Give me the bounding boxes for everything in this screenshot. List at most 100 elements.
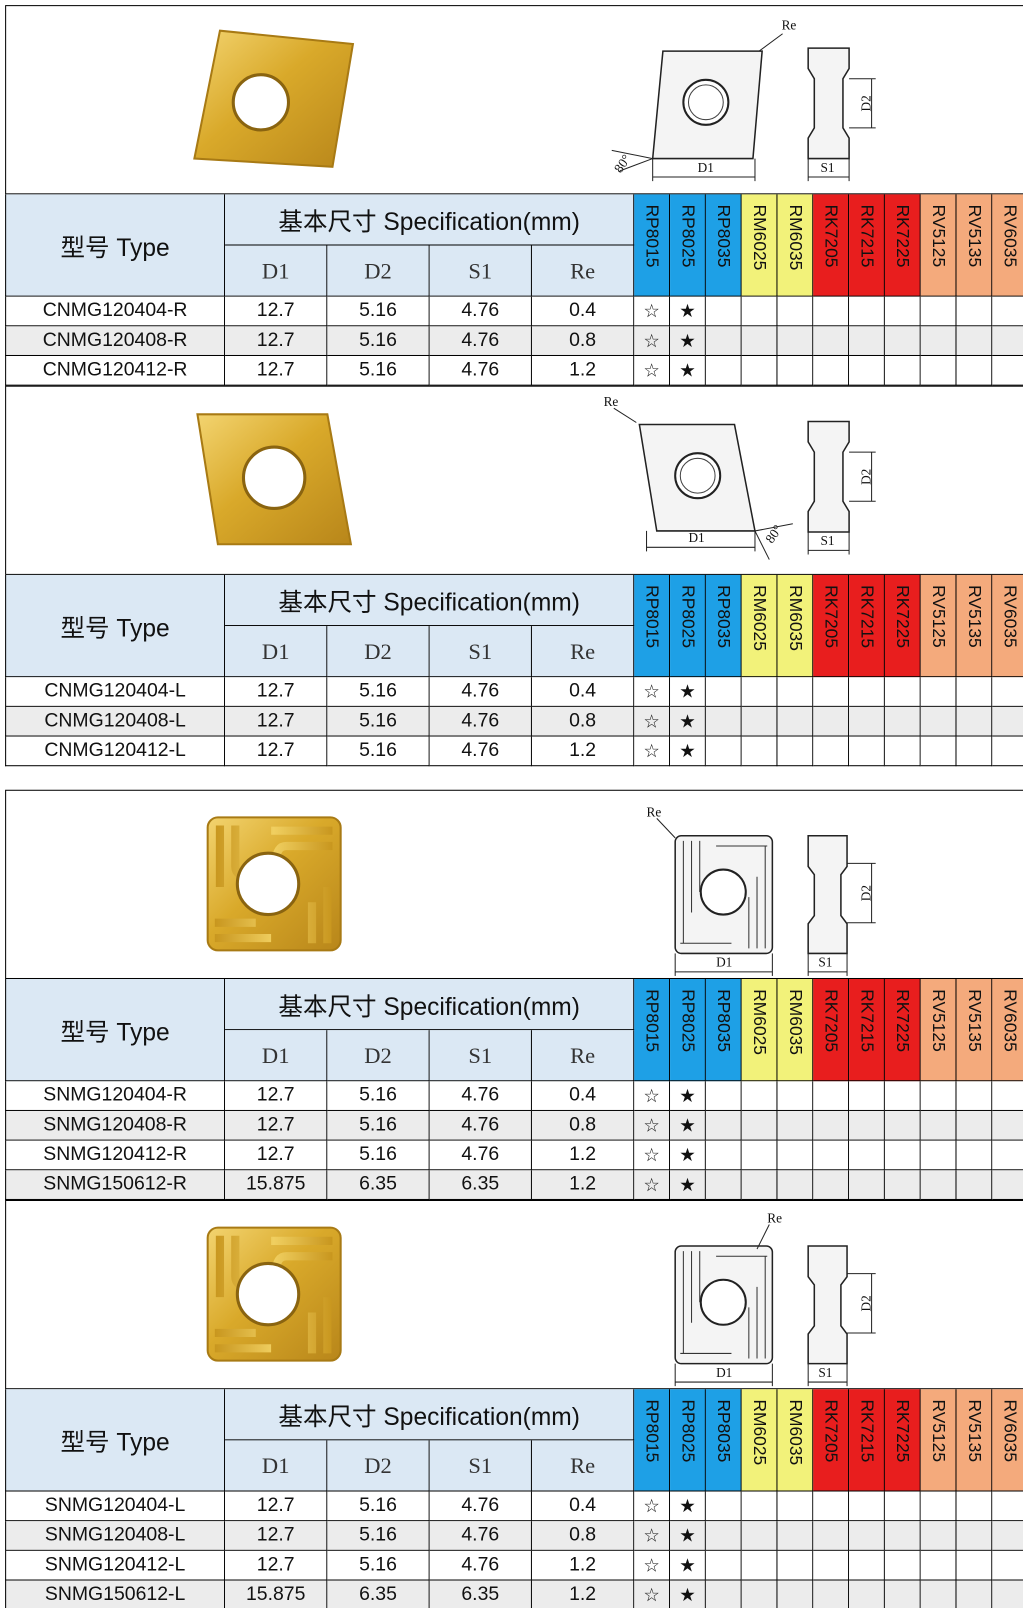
grade-cell <box>884 296 921 327</box>
dim-cell: 12.7 <box>225 1491 328 1522</box>
hole <box>699 1278 747 1326</box>
dim-cell: 5.16 <box>327 1140 430 1171</box>
grade-cell <box>813 677 850 707</box>
grade-cell <box>777 736 814 767</box>
grade-cell <box>992 706 1023 737</box>
type-cell: SNMG120404-L <box>5 1491 226 1522</box>
grade-cell <box>849 1550 885 1581</box>
grade-cell <box>920 356 957 386</box>
grade-cell <box>992 1550 1023 1581</box>
insert-hole <box>235 1261 301 1327</box>
hole <box>682 78 730 126</box>
grade-cell: ★ <box>670 677 706 707</box>
drawing-line <box>613 407 637 423</box>
dim-cell: 1.2 <box>531 1580 635 1608</box>
hole-inner <box>679 457 716 494</box>
grade-cell <box>849 736 885 767</box>
grade-cell <box>813 1081 850 1111</box>
grade-header: RP8025 <box>670 1389 706 1492</box>
dim-cell: 4.76 <box>429 1140 532 1171</box>
insert-hole <box>235 851 301 917</box>
grade-cell <box>741 706 778 737</box>
grade-cell <box>741 1491 778 1522</box>
grade-cell <box>992 1081 1023 1111</box>
grade-cell <box>777 1110 814 1141</box>
grade-header: RK7205 <box>813 574 850 678</box>
drawing-line <box>754 530 770 560</box>
grade-cell <box>741 736 778 767</box>
grade-cell <box>849 1140 885 1171</box>
grade-header: RV5125 <box>920 1389 957 1492</box>
type-header: 型号 Type <box>5 979 226 1082</box>
type-header: 型号 Type <box>5 574 226 678</box>
grade-cell <box>884 1491 921 1522</box>
grade-header: RP8035 <box>705 979 742 1082</box>
label-s1: S1 <box>820 160 834 175</box>
grade-cell <box>705 1521 742 1551</box>
dim-cell: 1.2 <box>531 1170 635 1200</box>
spec-header: 基本尺寸 Specification(mm) <box>225 1389 635 1441</box>
dim-cell: 1.2 <box>531 1550 635 1581</box>
dim-cell: 6.35 <box>429 1580 532 1608</box>
dim-cell: 0.8 <box>531 1521 635 1551</box>
grade-cell <box>884 1550 921 1581</box>
dim-cell: 6.35 <box>327 1170 430 1200</box>
dim-cell: 12.7 <box>225 1521 328 1551</box>
label-d1: D1 <box>716 955 732 970</box>
grade-header: RP8015 <box>634 194 671 297</box>
dim-cell: 12.7 <box>225 356 328 386</box>
dim-cell: 12.7 <box>225 1081 328 1111</box>
grade-cell <box>884 736 921 767</box>
grade-header: RM6035 <box>777 194 814 297</box>
label-s1: S1 <box>820 533 834 548</box>
dim-cell: 15.875 <box>225 1580 328 1608</box>
grade-cell <box>956 1110 993 1141</box>
dim-cell: 4.76 <box>429 706 532 737</box>
grade-cell <box>884 1140 921 1171</box>
label-d2: D2 <box>859 1295 874 1311</box>
grade-header: RM6035 <box>777 979 814 1082</box>
grade-cell <box>884 706 921 737</box>
grade-cell <box>777 1521 814 1551</box>
dim-header: Re <box>531 245 635 297</box>
dim-cell: 4.76 <box>429 1491 532 1522</box>
dim-header: D2 <box>327 1440 430 1492</box>
grade-cell <box>705 1110 742 1141</box>
grade-header: RK7225 <box>884 1389 921 1492</box>
dim-cell: 5.16 <box>327 1081 430 1111</box>
grade-cell <box>920 706 957 737</box>
grade-cell <box>884 1170 921 1200</box>
grade-cell <box>920 736 957 767</box>
dim-cell: 12.7 <box>225 706 328 737</box>
dim-cell: 0.8 <box>531 706 635 737</box>
dim-cell: 5.16 <box>327 1110 430 1141</box>
hole <box>674 452 722 500</box>
grade-cell <box>849 706 885 737</box>
grade-cell <box>884 1081 921 1111</box>
grade-cell: ☆ <box>634 1580 671 1608</box>
grade-header: RK7215 <box>849 979 885 1082</box>
grade-cell <box>777 1140 814 1171</box>
grade-cell: ★ <box>670 1081 706 1111</box>
drawing-line <box>619 158 653 172</box>
dim-header: S1 <box>429 1440 532 1492</box>
dim-header: S1 <box>429 245 532 297</box>
grade-header: RK7215 <box>849 194 885 297</box>
grade-header: RV5135 <box>956 574 993 678</box>
grade-cell <box>992 1580 1023 1608</box>
grade-cell <box>920 1580 957 1608</box>
dim-header: Re <box>531 1030 635 1082</box>
type-cell: SNMG150612-L <box>5 1580 226 1608</box>
label-d2: D2 <box>859 469 874 485</box>
grade-cell <box>705 1550 742 1581</box>
grade-cell <box>884 1110 921 1141</box>
dim-cell: 1.2 <box>531 356 635 386</box>
grade-header: RV6035 <box>992 194 1023 297</box>
grade-cell <box>956 356 993 386</box>
label-re: Re <box>604 394 619 409</box>
grade-cell <box>741 1550 778 1581</box>
label-s1: S1 <box>818 955 832 970</box>
grade-header: RP8025 <box>670 194 706 297</box>
